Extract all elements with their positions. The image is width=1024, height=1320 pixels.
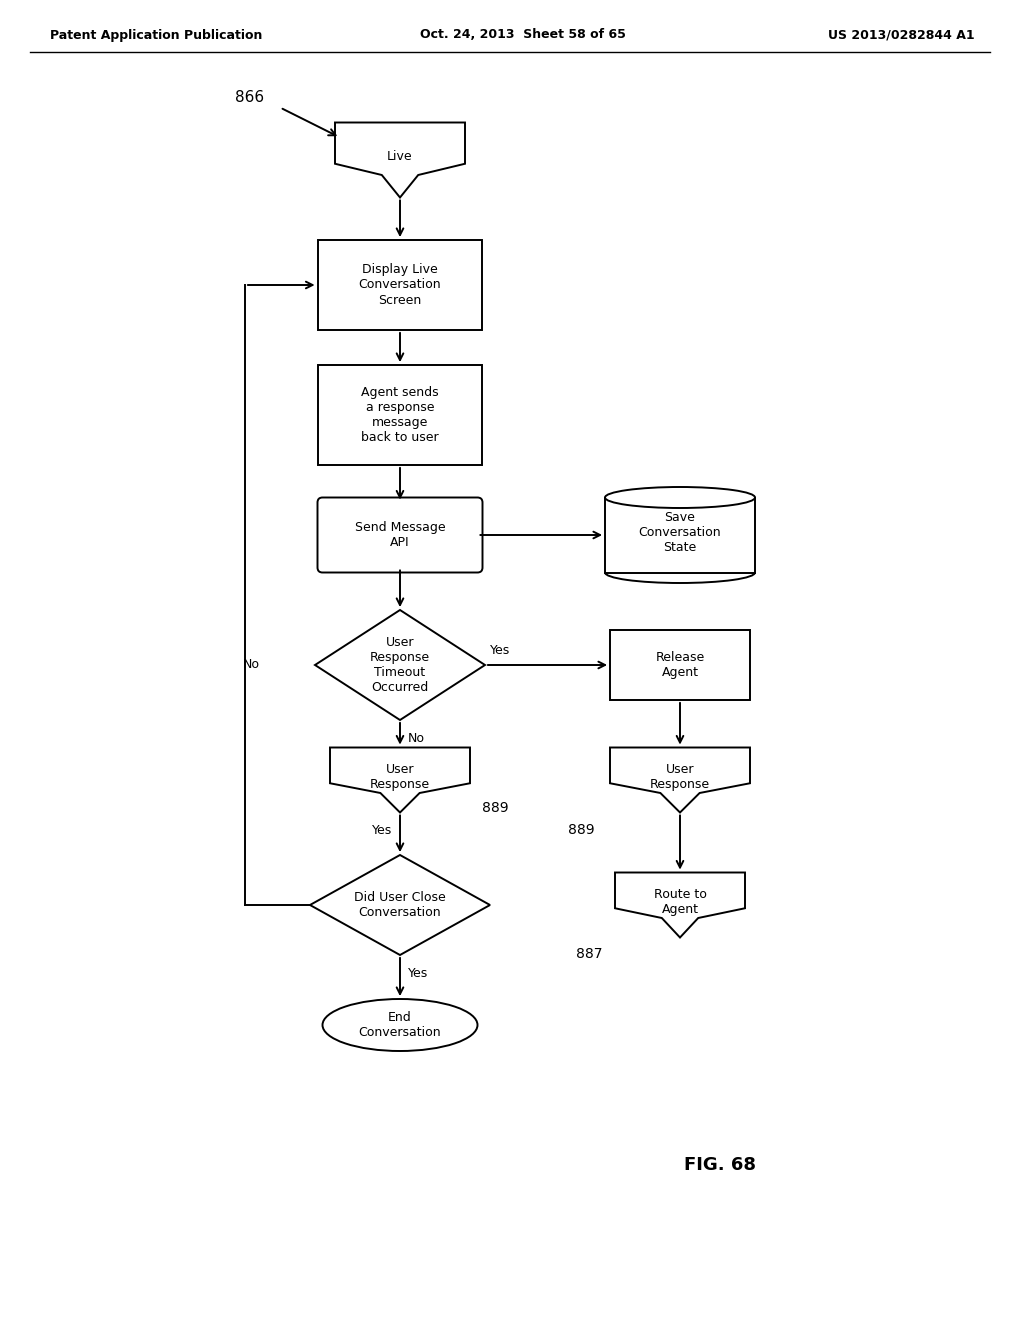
Text: Yes: Yes	[408, 968, 428, 979]
Polygon shape	[610, 747, 750, 813]
Polygon shape	[330, 747, 470, 813]
FancyBboxPatch shape	[317, 366, 482, 465]
Ellipse shape	[605, 487, 755, 508]
Text: User
Response
Timeout
Occurred: User Response Timeout Occurred	[370, 636, 430, 694]
Text: 887: 887	[577, 948, 603, 961]
Polygon shape	[315, 610, 485, 719]
Text: Oct. 24, 2013  Sheet 58 of 65: Oct. 24, 2013 Sheet 58 of 65	[420, 29, 626, 41]
Text: 866: 866	[236, 90, 264, 106]
Polygon shape	[310, 855, 490, 954]
Text: End
Conversation: End Conversation	[358, 1011, 441, 1039]
Text: Save
Conversation
State: Save Conversation State	[639, 511, 721, 554]
Text: Yes: Yes	[490, 644, 510, 657]
Text: User
Response: User Response	[370, 763, 430, 791]
Text: Patent Application Publication: Patent Application Publication	[50, 29, 262, 41]
Polygon shape	[615, 873, 745, 937]
Ellipse shape	[323, 999, 477, 1051]
FancyBboxPatch shape	[317, 240, 482, 330]
Text: Did User Close
Conversation: Did User Close Conversation	[354, 891, 445, 919]
FancyBboxPatch shape	[317, 498, 482, 573]
Text: Release
Agent: Release Agent	[655, 651, 705, 678]
Text: User
Response: User Response	[650, 763, 710, 791]
Text: Route to
Agent: Route to Agent	[653, 888, 707, 916]
Text: 889: 889	[568, 822, 595, 837]
Text: 889: 889	[482, 800, 509, 814]
Text: No: No	[243, 659, 260, 672]
Text: Live: Live	[387, 149, 413, 162]
Text: Agent sends
a response
message
back to user: Agent sends a response message back to u…	[361, 385, 439, 444]
FancyBboxPatch shape	[610, 630, 750, 700]
Text: Display Live
Conversation
Screen: Display Live Conversation Screen	[358, 264, 441, 306]
Text: FIG. 68: FIG. 68	[684, 1156, 756, 1173]
FancyBboxPatch shape	[605, 498, 755, 573]
Text: US 2013/0282844 A1: US 2013/0282844 A1	[828, 29, 975, 41]
Polygon shape	[335, 123, 465, 198]
Text: Yes: Yes	[372, 825, 392, 837]
Text: No: No	[408, 733, 425, 744]
Text: Send Message
API: Send Message API	[354, 521, 445, 549]
